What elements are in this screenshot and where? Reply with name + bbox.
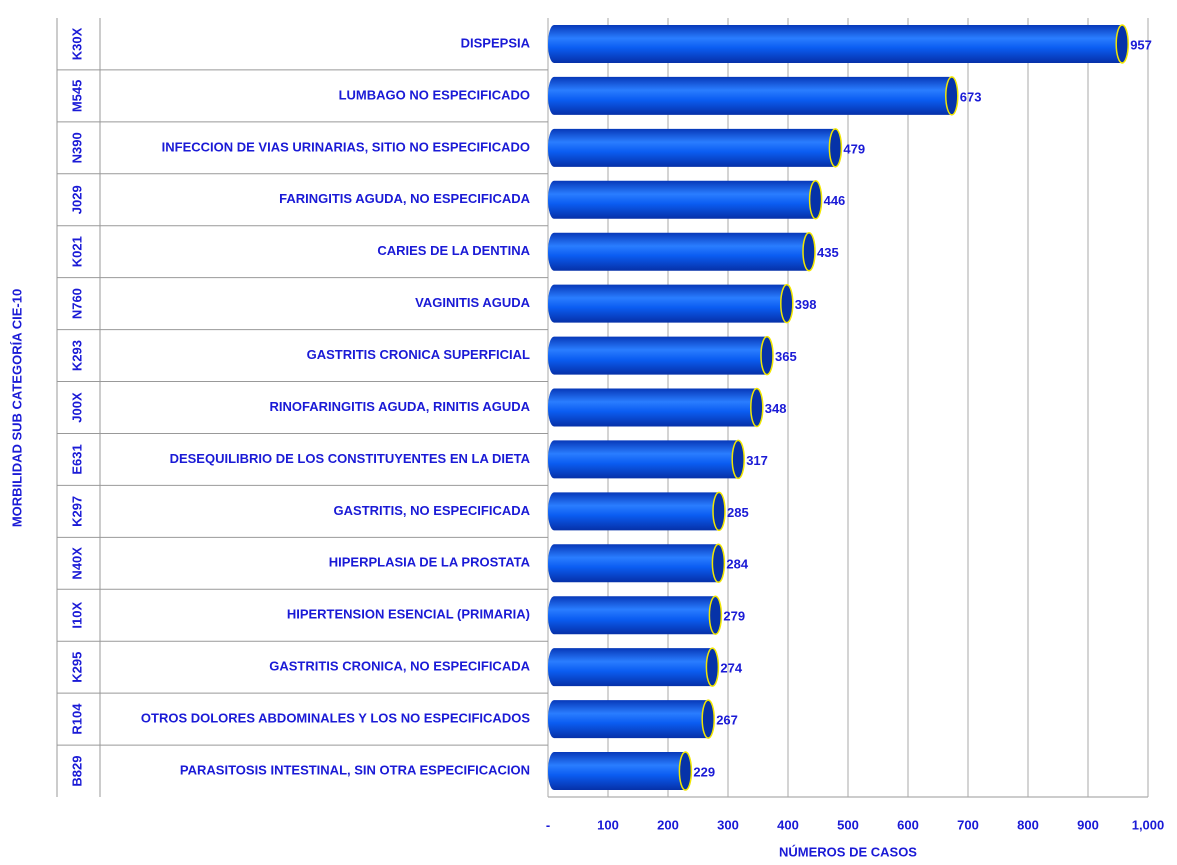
code-label: K30X: [69, 27, 84, 60]
code-label: K293: [69, 340, 84, 371]
y-tick-label: FARINGITIS AGUDA, NO ESPECIFICADA: [279, 191, 530, 206]
bar: [548, 285, 793, 323]
code-label: B829: [69, 755, 84, 786]
bar-cap: [810, 181, 822, 219]
value-label: 435: [817, 245, 839, 260]
bar: [548, 700, 714, 738]
y-tick-label: HIPERTENSION ESENCIAL (PRIMARIA): [287, 607, 530, 622]
x-tick-label: 200: [657, 817, 679, 832]
code-label: R104: [69, 703, 84, 735]
bar-cap: [946, 77, 958, 115]
x-tick-label: 500: [837, 817, 859, 832]
bar: [548, 752, 691, 790]
x-axis-title: NÚMEROS DE CASOS: [779, 844, 917, 859]
bar: [548, 648, 718, 686]
x-tick-label: 800: [1017, 817, 1039, 832]
y-tick-label: OTROS DOLORES ABDOMINALES Y LOS NO ESPEC…: [141, 711, 530, 726]
value-label: 673: [960, 89, 982, 104]
bar: [548, 77, 958, 115]
code-label: M545: [69, 80, 84, 113]
bar-cap: [706, 648, 718, 686]
x-tick-label: 900: [1077, 817, 1099, 832]
x-tick-label: 1,000: [1132, 817, 1165, 832]
value-label: 446: [824, 193, 846, 208]
bar-cap: [732, 440, 744, 478]
x-tick-label: 700: [957, 817, 979, 832]
bar-cap: [702, 700, 714, 738]
y-tick-label: HIPERPLASIA DE LA PROSTATA: [329, 555, 531, 570]
value-label: 279: [723, 609, 745, 624]
bar: [548, 440, 744, 478]
code-label: K295: [69, 652, 84, 683]
y-tick-label: GASTRITIS, NO ESPECIFICADA: [334, 503, 531, 518]
bar-cap: [679, 752, 691, 790]
bar: [548, 544, 724, 582]
y-tick-label: GASTRITIS CRONICA SUPERFICIAL: [307, 347, 530, 362]
value-label: 398: [795, 297, 817, 312]
bar: [548, 337, 773, 375]
bar: [548, 492, 725, 530]
value-label: 365: [775, 349, 797, 364]
bar: [548, 129, 841, 167]
bar: [548, 25, 1128, 63]
y-tick-label: DISPEPSIA: [461, 35, 531, 50]
y-tick-label: INFECCION DE VIAS URINARIAS, SITIO NO ES…: [162, 139, 530, 154]
value-label: 317: [746, 453, 768, 468]
bar: [548, 181, 822, 219]
code-label: J00X: [69, 392, 84, 423]
x-tick-label: 100: [597, 817, 619, 832]
code-label: E631: [69, 444, 84, 474]
bar-cap: [781, 285, 793, 323]
y-tick-label: GASTRITIS CRONICA, NO ESPECIFICADA: [269, 659, 530, 674]
bar: [548, 389, 763, 427]
code-label: N760: [69, 288, 84, 319]
bar: [548, 596, 721, 634]
code-label: N40X: [69, 547, 84, 580]
bar-cap: [829, 129, 841, 167]
x-tick-label: 400: [777, 817, 799, 832]
value-label: 274: [720, 661, 742, 676]
code-label: I10X: [69, 602, 84, 629]
value-label: 285: [727, 505, 749, 520]
value-label: 267: [716, 713, 738, 728]
code-label: K297: [69, 496, 84, 527]
y-tick-label: PARASITOSIS INTESTINAL, SIN OTRA ESPECIF…: [180, 762, 530, 777]
bar-cap: [712, 544, 724, 582]
y-tick-label: CARIES DE LA DENTINA: [377, 243, 530, 258]
bar-cap: [713, 492, 725, 530]
chart: MORBILIDAD SUB CATEGORÍA CIE-10 NÚMEROS …: [0, 0, 1177, 865]
x-tick-label: 600: [897, 817, 919, 832]
x-tick-label: 300: [717, 817, 739, 832]
bar-cap: [1116, 25, 1128, 63]
bar: [548, 233, 815, 271]
value-label: 284: [726, 557, 748, 572]
y-tick-label: VAGINITIS AGUDA: [415, 295, 530, 310]
code-label: N390: [69, 132, 84, 163]
bar-cap: [761, 337, 773, 375]
bar-cap: [709, 596, 721, 634]
y-axis-title: MORBILIDAD SUB CATEGORÍA CIE-10: [9, 289, 24, 527]
value-label: 348: [765, 401, 787, 416]
value-label: 479: [843, 141, 865, 156]
code-label: K021: [69, 236, 84, 267]
y-tick-label: LUMBAGO NO ESPECIFICADO: [339, 87, 530, 102]
bar-cap: [803, 233, 815, 271]
bar-cap: [751, 389, 763, 427]
y-tick-label: RINOFARINGITIS AGUDA, RINITIS AGUDA: [270, 399, 531, 414]
x-tick-label: -: [546, 817, 550, 832]
value-label: 229: [693, 764, 715, 779]
y-tick-label: DESEQUILIBRIO DE LOS CONSTITUYENTES EN L…: [170, 451, 531, 466]
code-label: J029: [69, 185, 84, 214]
value-label: 957: [1130, 37, 1152, 52]
